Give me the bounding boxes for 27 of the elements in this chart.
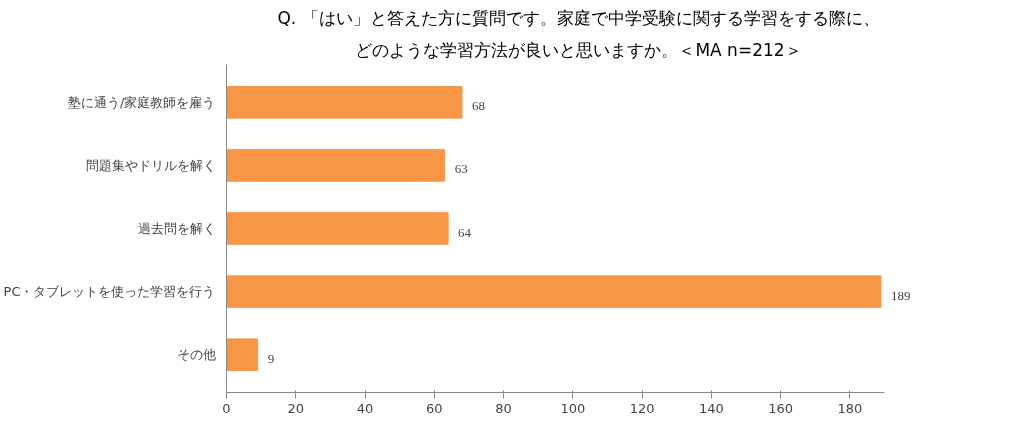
- x-tick-label: 0: [222, 400, 231, 416]
- data-label: 9: [267, 350, 275, 366]
- data-label: 189: [890, 287, 911, 303]
- x-tick-label: 60: [426, 400, 443, 416]
- data-label: 68: [471, 98, 485, 114]
- x-tick-label: 80: [495, 400, 512, 416]
- data-label: 63: [454, 161, 468, 177]
- bar: [226, 338, 259, 371]
- x-tick-label: 180: [837, 400, 863, 416]
- bar: [226, 212, 449, 245]
- data-label: 64: [458, 224, 472, 240]
- y-tick-label: 問題集やドリルを解く: [85, 157, 216, 173]
- x-tick-label: 40: [356, 400, 374, 416]
- y-tick-label: 過去問を解く: [137, 221, 216, 236]
- bar: [226, 275, 882, 308]
- x-tick-label: 20: [287, 400, 305, 416]
- bar: [226, 86, 463, 119]
- x-tick-label: 160: [768, 400, 793, 416]
- y-tick-label: PC・タブレットを使った学習を行う: [3, 284, 216, 300]
- bar: [226, 149, 446, 182]
- x-tick-label: 140: [698, 400, 724, 416]
- x-tick-label: 120: [629, 400, 655, 416]
- x-tick-label: 100: [560, 400, 586, 416]
- chart-subtitle: どのような学習方法が良いと思いますか。＜MA n=212＞: [355, 39, 802, 60]
- chart-title: Q. 「はい」と答えた方に質問です。家庭で中学受験に関する学習をする際に、: [277, 7, 880, 28]
- y-tick-label: その他: [176, 347, 216, 363]
- y-tick-label: 塾に通う/家庭教師を雇う: [68, 94, 216, 110]
